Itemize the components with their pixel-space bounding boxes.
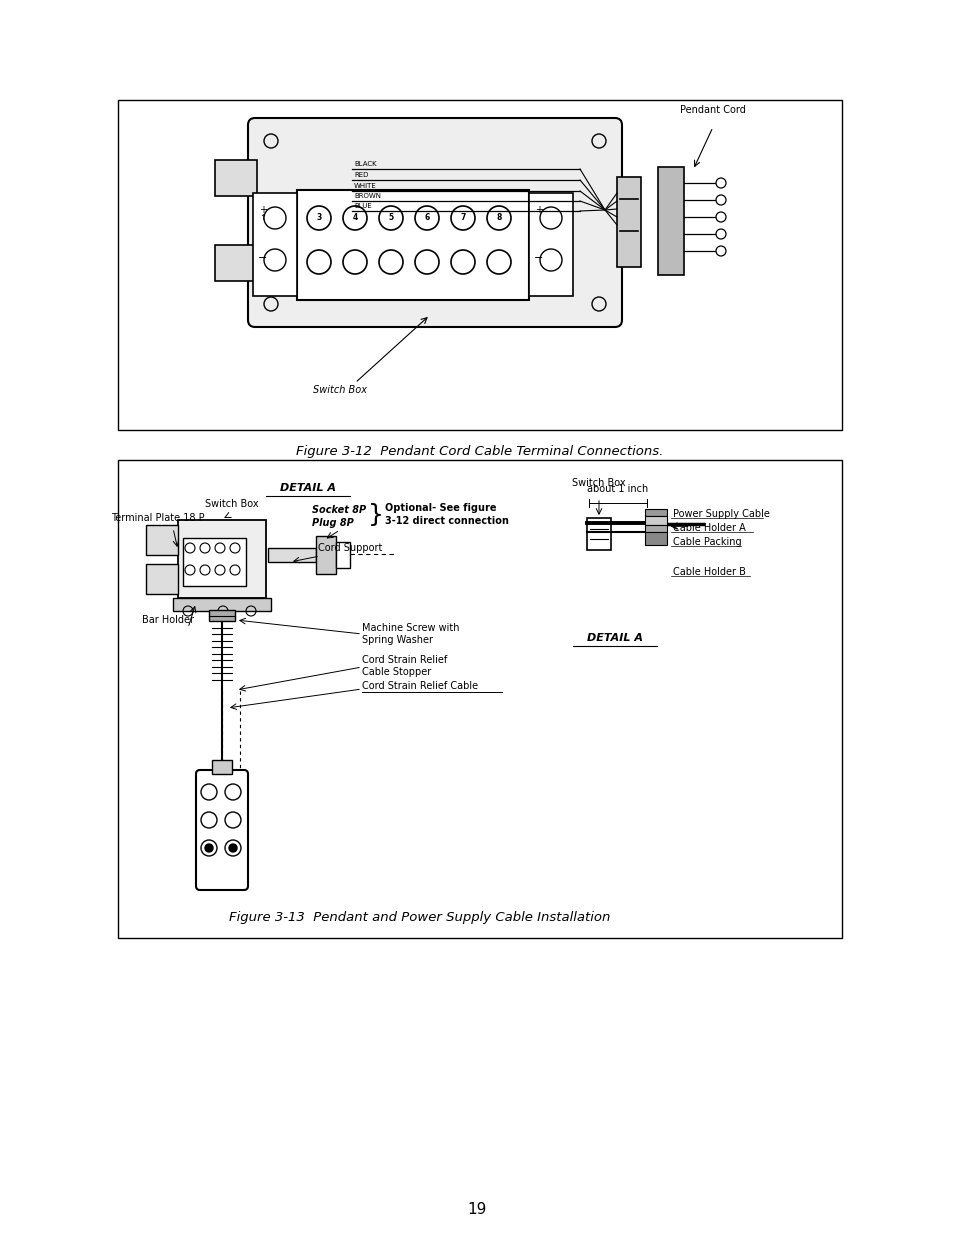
Bar <box>529 193 573 296</box>
Bar <box>658 167 683 275</box>
Text: 7: 7 <box>460 214 465 222</box>
Text: Cord Support: Cord Support <box>317 543 382 553</box>
Text: 5: 5 <box>388 214 394 222</box>
Bar <box>172 598 271 611</box>
FancyBboxPatch shape <box>248 119 621 327</box>
Bar <box>183 538 246 585</box>
Bar <box>335 542 350 568</box>
Text: BROWN: BROWN <box>354 193 380 199</box>
Bar <box>644 516 666 525</box>
Text: DETAIL A: DETAIL A <box>586 634 642 643</box>
Text: RED: RED <box>354 172 368 178</box>
Bar <box>296 190 529 300</box>
Text: +: + <box>535 205 542 215</box>
Text: 3-12 direct connection: 3-12 direct connection <box>385 516 508 526</box>
Bar <box>212 760 232 774</box>
Text: Cord Strain Relief: Cord Strain Relief <box>361 655 447 664</box>
Bar <box>586 517 610 550</box>
Bar <box>214 245 256 282</box>
Text: Machine Screw with: Machine Screw with <box>361 622 459 634</box>
Text: about 1 inch: about 1 inch <box>587 484 648 494</box>
Text: 6: 6 <box>424 214 429 222</box>
Text: −: − <box>258 253 268 263</box>
Text: Figure 3-13  Pendant and Power Supply Cable Installation: Figure 3-13 Pendant and Power Supply Cab… <box>229 911 610 924</box>
Text: Bar Holder: Bar Holder <box>142 615 193 625</box>
Text: Cable Stopper: Cable Stopper <box>361 667 431 677</box>
Bar <box>209 610 234 621</box>
Circle shape <box>229 844 236 852</box>
Bar <box>268 548 315 562</box>
Text: WHITE: WHITE <box>354 183 376 189</box>
Text: Figure 3-12  Pendant Cord Cable Terminal Connections.: Figure 3-12 Pendant Cord Cable Terminal … <box>296 445 663 458</box>
Text: Pendant Cord: Pendant Cord <box>679 105 745 115</box>
Text: Cable Holder B: Cable Holder B <box>672 567 745 577</box>
Bar <box>315 536 335 574</box>
Text: Spring Washer: Spring Washer <box>361 635 433 645</box>
Text: Switch Box: Switch Box <box>205 499 258 509</box>
Text: Switch Box: Switch Box <box>572 478 625 488</box>
Text: Cable Packing: Cable Packing <box>672 537 740 547</box>
Text: 4: 4 <box>352 214 357 222</box>
Bar <box>644 509 666 516</box>
FancyBboxPatch shape <box>195 769 248 890</box>
Bar <box>146 525 178 555</box>
Text: BLUE: BLUE <box>354 203 372 209</box>
Text: Optional- See figure: Optional- See figure <box>385 503 496 513</box>
Text: Cable Holder A: Cable Holder A <box>672 522 745 534</box>
Text: −: − <box>534 253 543 263</box>
Text: Terminal Plate 18 P: Terminal Plate 18 P <box>112 513 205 522</box>
Text: 19: 19 <box>467 1203 486 1218</box>
Text: DETAIL A: DETAIL A <box>280 483 335 493</box>
Text: +: + <box>258 205 267 215</box>
Bar <box>644 525 666 532</box>
Text: ↑: ↑ <box>259 214 266 222</box>
Bar <box>178 520 266 598</box>
Text: }: } <box>368 503 384 527</box>
Bar <box>644 532 666 545</box>
Text: Socket 8P: Socket 8P <box>312 505 366 515</box>
Text: Power Supply Cable: Power Supply Cable <box>672 509 769 519</box>
Bar <box>146 564 178 594</box>
Text: 3: 3 <box>316 214 321 222</box>
Text: Cord Strain Relief Cable: Cord Strain Relief Cable <box>361 680 477 692</box>
Circle shape <box>205 844 213 852</box>
Bar <box>214 161 256 196</box>
Text: BLACK: BLACK <box>354 161 376 167</box>
Bar <box>118 100 841 430</box>
Bar <box>253 193 296 296</box>
Text: Switch Box: Switch Box <box>313 385 367 395</box>
Text: Plug 8P: Plug 8P <box>312 517 354 529</box>
Bar <box>118 459 841 939</box>
Text: 8: 8 <box>496 214 501 222</box>
Bar <box>617 177 640 267</box>
